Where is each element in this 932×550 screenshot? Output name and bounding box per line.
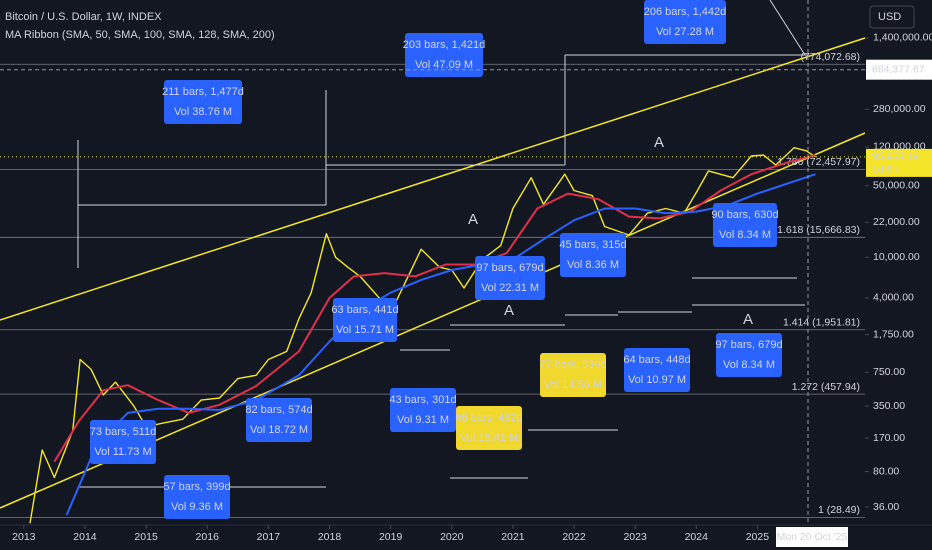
measure-text: Vol 10.97 M bbox=[628, 374, 686, 386]
measure-box bbox=[644, 0, 726, 44]
measure-box bbox=[540, 353, 606, 397]
y-tick-label: 4,000.00 bbox=[873, 292, 914, 304]
fib-label: 1.272 (457.94) bbox=[792, 381, 860, 393]
x-tick-label: 2013 bbox=[12, 531, 36, 543]
measure-text: 45 bars, 315d bbox=[559, 239, 626, 251]
measure-box bbox=[333, 298, 397, 342]
y-tick-label: 170.00 bbox=[873, 432, 905, 444]
y-tick-label: 350.00 bbox=[873, 400, 905, 412]
currency-button[interactable] bbox=[869, 5, 915, 29]
x-tick-label: 2014 bbox=[73, 531, 97, 543]
measure-text: 82 bars, 574d bbox=[245, 404, 312, 416]
measure-text: 73 bars, 511d bbox=[90, 426, 156, 438]
last-price: 95,958.19 bbox=[872, 151, 919, 163]
measure-box bbox=[390, 388, 456, 432]
y-tick-label: 10,000.00 bbox=[873, 251, 920, 263]
countdown: 1d 8h bbox=[872, 164, 898, 176]
measure-text: 211 bars, 1,477d bbox=[162, 86, 244, 98]
x-tick-label: 2018 bbox=[318, 531, 342, 543]
chart-title: Bitcoin / U.S. Dollar, 1W, INDEX bbox=[5, 11, 162, 23]
measure-text: 203 bars, 1,421d bbox=[403, 39, 486, 51]
y-tick-label: 50,000.00 bbox=[873, 180, 920, 192]
measure-text: Vol 38.76 M bbox=[174, 106, 232, 118]
y-tick-label: 80.00 bbox=[873, 465, 899, 477]
measure-text: Vol 8.34 M bbox=[719, 229, 771, 241]
measure-text: 206 bars, 1,442d bbox=[644, 6, 727, 18]
measure-box bbox=[456, 406, 522, 450]
measure-text: 63 bars, 441d bbox=[331, 304, 398, 316]
indicator-label: MA Ribbon (SMA, 50, SMA, 100, SMA, 128, … bbox=[5, 29, 275, 41]
measure-box bbox=[405, 33, 483, 77]
measure-text: Vol 27.28 M bbox=[656, 26, 714, 38]
measure-text: Vol 47.09 M bbox=[415, 59, 473, 71]
fib-label: 1.414 (1,951.81) bbox=[783, 317, 860, 329]
price-line bbox=[65, 173, 816, 516]
fib-label: 1 (28.49) bbox=[818, 504, 860, 516]
measure-text: 77 bars, 539d bbox=[539, 359, 606, 371]
y-tick-label: 280,000.00 bbox=[873, 103, 926, 115]
x-tick-label: 2021 bbox=[501, 531, 525, 543]
measure-box bbox=[246, 398, 312, 442]
measure-box bbox=[164, 475, 230, 519]
x-tick-label: 2015 bbox=[134, 531, 158, 543]
measure-text: Vol 14.56 M bbox=[544, 379, 602, 391]
measure-text: 97 bars, 679d bbox=[715, 339, 782, 351]
measure-box bbox=[624, 348, 690, 392]
x-tick-label: 2017 bbox=[257, 531, 281, 543]
measure-text: Vol 16.41 M bbox=[460, 432, 518, 444]
price-axis bbox=[865, 0, 932, 525]
wave-label: A bbox=[504, 302, 514, 319]
measure-box bbox=[90, 420, 156, 464]
measure-text: Vol 18.72 M bbox=[250, 424, 308, 436]
measure-text: 57 bars, 399d bbox=[163, 481, 230, 493]
measure-box bbox=[475, 256, 545, 300]
measure-text: Vol 11.73 M bbox=[94, 446, 151, 458]
fib-label: 1.618 (15,666.83) bbox=[777, 224, 860, 236]
crosshair-date: Mon 20 Oct '25 bbox=[777, 531, 848, 543]
measure-box bbox=[713, 203, 777, 247]
currency[interactable]: USD bbox=[878, 11, 901, 23]
crosshair-price: 684,377.67 bbox=[872, 63, 925, 75]
wave-label: A bbox=[468, 211, 478, 228]
crosshair-price-box bbox=[866, 59, 932, 80]
crosshair-date-box bbox=[776, 527, 848, 547]
x-tick-label: 2023 bbox=[623, 531, 647, 543]
measure-text: 43 bars, 301d bbox=[389, 394, 456, 406]
measure-text: Vol 15.71 M bbox=[336, 324, 394, 336]
measure-text: Vol 9.36 M bbox=[171, 501, 223, 513]
y-tick-label: 1,750.00 bbox=[873, 328, 914, 340]
measure-text: Vol 9.31 M bbox=[397, 414, 449, 426]
measure-text: Vol 8.36 M bbox=[567, 259, 619, 271]
measure-text: Vol 8.34 M bbox=[723, 359, 775, 371]
x-tick-label: 2020 bbox=[440, 531, 464, 543]
measure-text: 97 bars, 679d bbox=[476, 262, 543, 274]
measure-text: 90 bars, 630d bbox=[711, 209, 778, 221]
x-tick-label: 2022 bbox=[562, 531, 586, 543]
measure-box bbox=[716, 333, 782, 377]
x-tick-label: 2016 bbox=[196, 531, 220, 543]
measure-text: Vol 22.31 M bbox=[481, 282, 539, 294]
price-line bbox=[29, 147, 816, 524]
x-tick-label: 2019 bbox=[379, 531, 403, 543]
channel-upper bbox=[0, 37, 866, 321]
fib-label: (774,072.68) bbox=[800, 51, 860, 63]
measure-box bbox=[560, 233, 626, 277]
last-price-box bbox=[866, 148, 932, 177]
wave-label: A bbox=[743, 311, 753, 328]
measure-box bbox=[164, 80, 242, 124]
y-tick-label: 750.00 bbox=[873, 366, 905, 378]
y-tick-label: 22,000.00 bbox=[873, 216, 920, 228]
wave-label: A bbox=[654, 134, 664, 151]
measure-text: 64 bars, 448d bbox=[623, 354, 690, 366]
y-tick-label: 1,400,000.00 bbox=[873, 32, 932, 44]
x-tick-label: 2024 bbox=[685, 531, 709, 543]
x-tick-label: 2025 bbox=[746, 531, 770, 543]
y-tick-label: 36.00 bbox=[873, 501, 899, 513]
measure-text: 66 bars, 462d bbox=[455, 412, 522, 424]
